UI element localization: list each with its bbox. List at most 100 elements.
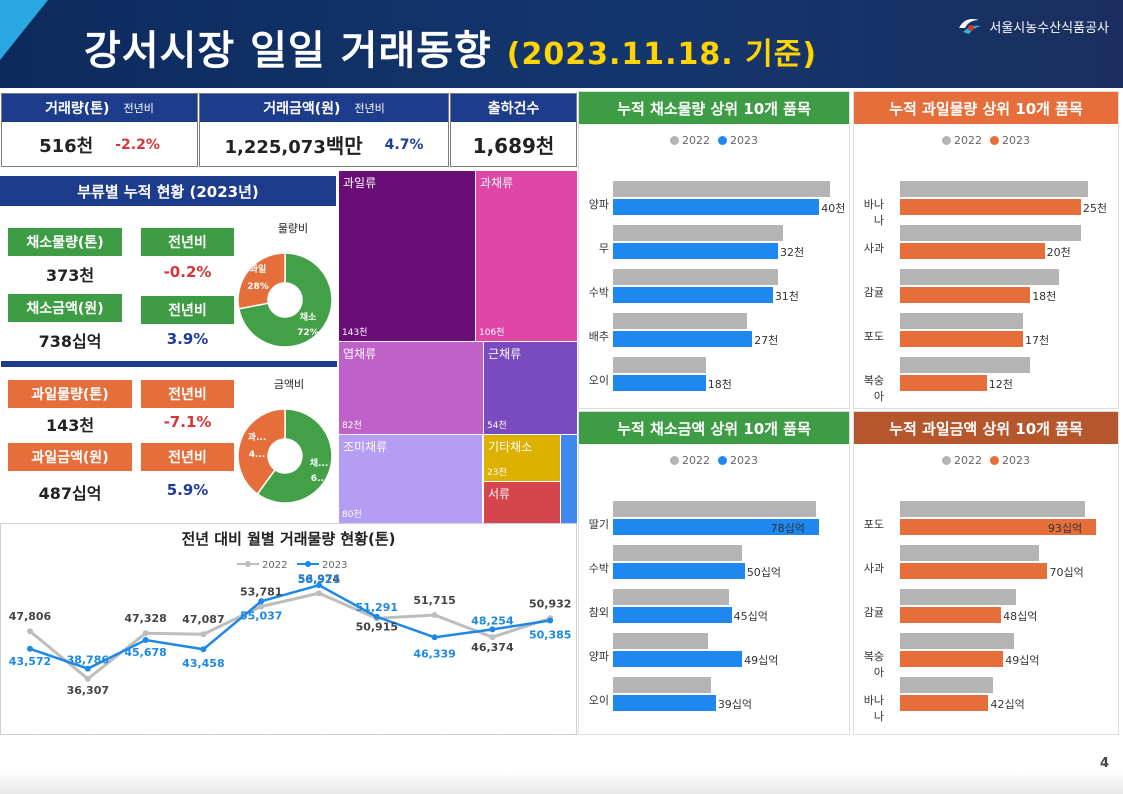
kpi-volume: 거래량(톤) 전년비 516천 -2.2% — [1, 93, 198, 167]
bar-2023 — [613, 375, 706, 391]
data-label-2022: 53,781 — [240, 585, 282, 598]
amount-share-donut: 과... 4... 채... 6... — [237, 408, 333, 504]
x-tick-label: 7월 — [368, 733, 385, 734]
treemap-cell-name: 엽채류 — [343, 347, 377, 361]
legend-item: 2022 — [670, 134, 710, 147]
legend-marker — [305, 561, 311, 567]
data-label-2022: 50,932 — [529, 597, 571, 610]
x-tick-label: 6월 — [310, 733, 327, 734]
bar-value-label: 25천 — [1082, 202, 1107, 215]
panel-legend: 2022 2023 — [854, 130, 1118, 150]
legend-item: 2022 — [942, 454, 982, 467]
bar-2022 — [900, 269, 1060, 285]
bar-value-label: 45십억 — [733, 610, 768, 623]
kpi-amount: 거래금액(원) 전년비 1,225,073백만 4.7% — [199, 93, 449, 167]
category-label: 감귤 — [863, 606, 884, 619]
treemap-cell: 엽채류 82천 — [339, 342, 483, 434]
category-label: 감귤 — [863, 286, 884, 299]
treemap-cell-value: 143천 — [342, 328, 368, 338]
panel-title: 누적 과일물량 상위 10개 품목 — [854, 92, 1118, 124]
panel-title: 누적 채소물량 상위 10개 품목 — [579, 92, 849, 124]
legend-dot — [670, 455, 679, 465]
data-label-2023: 51,291 — [356, 601, 398, 614]
legend-dot — [718, 135, 727, 145]
legend-label: 2023 — [322, 560, 347, 571]
data-point — [27, 628, 33, 635]
bar-2023 — [900, 651, 1004, 667]
veg-volume-value: 373천 — [45, 266, 95, 285]
donut2-veg-slice — [256, 408, 333, 504]
data-point — [200, 631, 207, 638]
bar-value-label: 49십억 — [1005, 654, 1040, 667]
data-label-2023: 45,678 — [124, 646, 166, 659]
kpi-amount-unit: 백만 — [325, 134, 363, 158]
bar-value-label: 20천 — [1046, 246, 1071, 259]
category-label: 포도 — [863, 330, 884, 343]
data-label-2023: 50,385 — [529, 629, 571, 642]
category-title: 부류별 누적 현황 (2023년) — [0, 176, 336, 206]
legend-marker — [245, 561, 251, 567]
header-accent-shape — [0, 0, 48, 60]
fruit-amount-yoy-label: 전년비 — [141, 443, 234, 471]
legend-item: 2023 — [718, 134, 758, 147]
treemap-cell: 과채류 106천 — [476, 171, 577, 341]
donut1-veg-label: 채소 — [300, 311, 317, 323]
donut2-fruit-label: 과... — [248, 431, 267, 443]
fruit-volume-label: 과일물량(톤) — [8, 380, 132, 408]
data-point — [27, 645, 33, 652]
treemap-cell-name: 서류 — [488, 487, 511, 501]
fruit-amount-label: 과일금액(원) — [8, 443, 132, 471]
bar-2022 — [613, 357, 706, 373]
category-label: 수박 — [588, 286, 609, 299]
category-label: 양파 — [588, 198, 609, 211]
treemap-cell-value: 80천 — [342, 510, 362, 520]
veg-volume-yoy: -0.2% — [163, 263, 212, 281]
category-label: 딸기 — [588, 518, 609, 531]
bar-2022 — [900, 545, 1040, 561]
donut2-title: 금액비 — [273, 378, 305, 391]
series-line-2023 — [29, 583, 551, 670]
kpi-volume-label: 거래량(톤) — [45, 101, 110, 117]
bar-2022 — [613, 501, 816, 517]
bar-2022 — [613, 225, 784, 241]
bar-2022 — [900, 313, 1023, 329]
data-label-2023: 55,037 — [240, 609, 282, 622]
legend-item: 2023 — [718, 454, 758, 467]
data-point — [142, 637, 149, 644]
data-label-2022: 56,974 — [298, 572, 341, 585]
data-point — [142, 630, 149, 637]
treemap-cell: 과일류 143천 — [339, 171, 475, 341]
bar-2022 — [900, 357, 1031, 373]
fruit-volume-top-panel: 누적 과일물량 상위 10개 품목 2022 2023 바나나 25천 사과 20천 감귤 18… — [853, 91, 1119, 409]
bar-2023 — [613, 695, 716, 711]
monthly-volume-panel: 전년 대비 월별 거래물량 현황(톤) 2022 2023 47,806 36,307… — [0, 523, 577, 735]
bar-2022 — [613, 677, 711, 693]
treemap-cell: 근채류 54천 — [484, 342, 577, 434]
org-name: 서울시농수산식품공사 — [989, 20, 1109, 36]
veg-amount-label: 채소금액(원) — [8, 294, 122, 322]
treemap-cell-value: 106천 — [479, 328, 505, 338]
kpi-shipments: 출하건수 1,689천 — [450, 93, 577, 167]
fruit-volume-yoy: -7.1% — [163, 413, 212, 431]
data-point — [200, 646, 207, 653]
legend-item: 2022 — [670, 454, 710, 467]
bar-2022 — [613, 633, 708, 649]
veg-amount-top-panel: 누적 채소금액 상위 10개 품목 2022 2023 딸기 78십억 수박 50십억 참외 4… — [578, 411, 850, 735]
data-point — [489, 634, 496, 641]
bar-2023 — [900, 287, 1031, 303]
panel-legend: 2022 2023 — [579, 130, 849, 150]
data-point — [84, 675, 91, 682]
kpi-shipments-label: 출하건수 — [487, 101, 540, 117]
bar-value-label: 32천 — [779, 246, 805, 259]
legend-dot — [942, 135, 951, 145]
bar-value-label: 17천 — [1024, 334, 1050, 347]
legend-label: 2023 — [730, 133, 758, 147]
bar-value-label: 40천 — [821, 202, 846, 215]
legend-item: 2023 — [990, 454, 1030, 467]
org-logo-icon — [959, 19, 982, 34]
kpi-volume-value: 516천 — [39, 135, 94, 157]
bar-value-label: 48십억 — [1003, 610, 1038, 623]
legend-label: 2023 — [1002, 133, 1030, 147]
bar-value-label: 70십억 — [1049, 566, 1084, 579]
bar-2022 — [613, 181, 830, 197]
